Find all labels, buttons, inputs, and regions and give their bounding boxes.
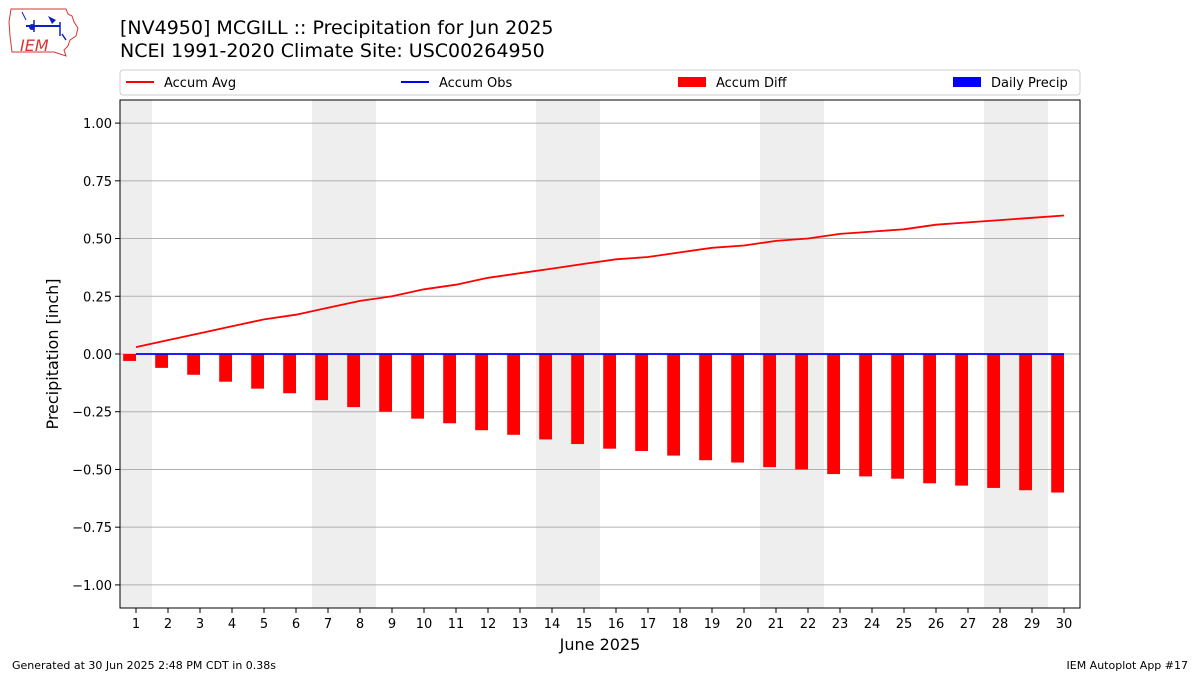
accum-diff-bar [795, 354, 808, 470]
x-tick-label: 4 [228, 617, 236, 632]
accum-diff-bar [443, 354, 456, 424]
accum-diff-bar [731, 354, 744, 463]
legend-swatch-bar [678, 77, 706, 87]
accum-diff-bar [859, 354, 872, 477]
accum-diff-bar [1051, 354, 1064, 493]
x-tick-label: 21 [768, 617, 785, 632]
y-tick-label: 0.00 [83, 348, 112, 363]
legend-label: Accum Diff [716, 76, 788, 91]
accum-diff-bar [955, 354, 968, 486]
x-tick-label: 26 [928, 617, 945, 632]
x-axis: 1 2 3 4 5 6 7 8 9 10 11 12 13 14 15 16 17 18 19 20 21 22 23 24 2… [132, 608, 1072, 632]
y-axis-label: Precipitation [inch] [43, 278, 62, 429]
x-tick-label: 14 [544, 617, 561, 632]
legend-label: Accum Avg [164, 76, 236, 91]
y-tick-label: −0.75 [72, 521, 112, 536]
accum-diff-bar [763, 354, 776, 468]
y-axis: −1.00 −0.75 −0.50 −0.25 0.00 0.25 0.50 0.75 1.00 [72, 117, 120, 594]
x-tick-label: 24 [864, 617, 881, 632]
y-tick-label: 0.50 [83, 233, 112, 248]
iem-logo-icon: IEM [8, 8, 79, 57]
x-tick-label: 16 [608, 617, 625, 632]
accum-diff-bar [475, 354, 488, 431]
x-tick-label: 23 [832, 617, 849, 632]
chart-subtitle: NCEI 1991-2020 Climate Site: USC00264950 [120, 40, 545, 62]
logo-text: IEM [20, 36, 49, 55]
accum-diff-bars [123, 354, 1064, 493]
legend-label: Accum Obs [439, 76, 512, 91]
accum-diff-bar [987, 354, 1000, 488]
accum-diff-bar [155, 354, 168, 368]
x-tick-label: 3 [196, 617, 204, 632]
y-tick-label: −0.25 [72, 406, 112, 421]
x-tick-label: 27 [960, 617, 977, 632]
x-tick-label: 7 [324, 617, 332, 632]
accum-diff-bar [635, 354, 648, 451]
x-tick-label: 28 [992, 617, 1009, 632]
legend-box [119, 69, 1081, 96]
accum-diff-bar [411, 354, 424, 419]
x-tick-label: 29 [1024, 617, 1041, 632]
x-tick-label: 13 [512, 617, 529, 632]
x-tick-label: 10 [416, 617, 433, 632]
y-tick-label: 0.75 [83, 175, 112, 190]
accum-diff-bar [379, 354, 392, 412]
x-tick-label: 18 [672, 617, 689, 632]
accum-diff-bar [539, 354, 552, 440]
series-lines [135, 214, 1065, 355]
x-tick-label: 15 [576, 617, 593, 632]
x-tick-label: 19 [704, 617, 721, 632]
x-tick-label: 17 [640, 617, 657, 632]
y-tick-label: 1.00 [83, 117, 112, 132]
chart-title: [NV4950] MCGILL :: Precipitation for Jun… [120, 17, 554, 39]
legend-label: Daily Precip [991, 76, 1068, 91]
accum-diff-bar [283, 354, 296, 394]
x-tick-label: 6 [292, 617, 300, 632]
x-tick-label: 12 [480, 617, 497, 632]
generated-timestamp: Generated at 30 Jun 2025 2:48 PM CDT in … [12, 659, 277, 672]
legend-swatch-bar [953, 77, 981, 87]
accum-diff-bar [699, 354, 712, 461]
accum-diff-bar [923, 354, 936, 484]
weekend-shading [120, 100, 1048, 608]
accum-diff-bar [347, 354, 360, 408]
legend: Accum Avg Accum Obs Accum Diff Daily Precip [119, 69, 1081, 96]
accum-diff-bar [891, 354, 904, 479]
accum-diff-bar [571, 354, 584, 445]
accum-diff-bar [1019, 354, 1032, 491]
app-id: IEM Autoplot App #17 [1066, 659, 1189, 672]
y-tick-label: −0.50 [72, 463, 112, 478]
x-tick-label: 25 [896, 617, 913, 632]
x-tick-label: 30 [1056, 617, 1073, 632]
x-tick-label: 22 [800, 617, 817, 632]
x-axis-label: June 2025 [559, 635, 641, 654]
y-tick-label: −1.00 [72, 579, 112, 594]
x-tick-label: 1 [132, 617, 140, 632]
accum-diff-bar [251, 354, 264, 389]
accum-diff-bar [507, 354, 520, 435]
x-tick-label: 9 [388, 617, 396, 632]
x-tick-label: 5 [260, 617, 268, 632]
accum-diff-bar [219, 354, 232, 382]
accum-avg-line [135, 214, 1065, 348]
accum-diff-bar [315, 354, 328, 401]
x-tick-label: 8 [356, 617, 364, 632]
accum-diff-bar [123, 354, 136, 361]
accum-diff-bar [827, 354, 840, 475]
x-tick-label: 20 [736, 617, 753, 632]
x-tick-label: 2 [164, 617, 172, 632]
accum-diff-bar [187, 354, 200, 375]
accum-diff-bar [667, 354, 680, 456]
accum-diff-bar [603, 354, 616, 449]
y-tick-label: 0.25 [83, 290, 112, 305]
x-tick-label: 11 [448, 617, 465, 632]
